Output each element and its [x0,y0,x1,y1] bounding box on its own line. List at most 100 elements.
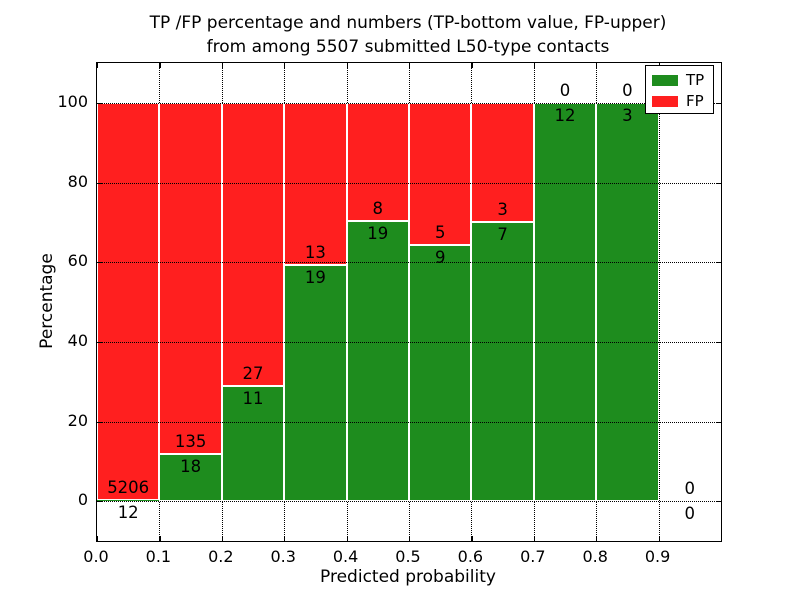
y-tick-mark-left [97,262,102,264]
y-tick-mark-right [716,262,721,264]
y-tick-mark-right [716,182,721,184]
y-tick-mark-left [97,421,102,423]
y-tick-mark-left [97,182,102,184]
gridline-horizontal [97,262,721,264]
x-tick-mark-top [471,63,473,68]
x-tick-mark-bottom [159,536,161,541]
y-tick-mark-right [716,102,721,105]
annotation-fp-count: 3 [497,200,508,220]
bar-fp [346,102,409,221]
bar-tp [221,385,285,502]
gridline-vertical [658,63,660,541]
annotation-fp-count: 8 [372,198,384,218]
y-tick-label: 60 [67,251,88,271]
tp-color-swatch [652,75,678,86]
gridline-horizontal [97,182,721,184]
x-tick-label: 0.2 [208,547,234,566]
x-tick-label: 0.5 [395,547,421,566]
x-tick-mark-top [97,63,99,68]
x-tick-mark-bottom [409,536,411,541]
bar-tp [471,222,534,502]
legend-item-fp: FP [652,92,713,111]
bar-tp [284,264,347,502]
gridline-horizontal [97,341,721,343]
x-tick-label: 0.9 [644,547,671,566]
annotation-fp-count: 0 [559,80,571,100]
x-tick-mark-bottom [97,536,99,541]
chart-title-line1: TP /FP percentage and numbers (TP-bottom… [149,13,667,33]
bar-fp [97,102,160,501]
gridline-horizontal [97,102,721,104]
annotation-tp-count: 9 [434,248,446,268]
y-tick-label: 20 [67,410,88,430]
y-tick-label: 80 [67,171,88,191]
annotation-fp-count: 5 [434,223,446,243]
x-tick-mark-top [596,63,598,68]
y-tick-label: 0 [77,490,88,510]
x-tick-mark-top [346,63,348,68]
x-tick-mark-bottom [284,536,286,541]
bar-fp [284,102,347,265]
annotation-fp-count: 5206 [107,478,150,498]
x-tick-mark-top [409,63,411,68]
gridline-horizontal [97,501,721,503]
y-tick-mark-left [97,501,102,503]
y-tick-mark-right [716,341,721,344]
annotation-tp-count: 7 [497,225,508,245]
y-tick-mark-left [97,341,102,344]
fp-color-swatch [652,96,678,107]
annotation-tp-count: 12 [554,105,576,125]
x-tick-mark-top [159,63,161,68]
annotation-fp-count: 27 [242,363,264,383]
annotation-fp-count: 135 [174,432,207,452]
x-tick-mark-bottom [221,536,224,541]
bar-tp [409,245,472,502]
annotation-tp-count: 18 [180,457,202,477]
x-tick-label: 0.8 [582,547,608,566]
legend-label-fp: FP [686,92,704,110]
x-tick-mark-bottom [596,536,598,541]
x-tick-label: 0.7 [520,547,546,566]
bar-tp [346,220,409,502]
x-axis-label: Predicted probability [320,567,496,587]
y-tick-mark-right [716,421,721,423]
legend: TP FP [645,65,714,114]
x-tick-label: 0.1 [145,547,172,566]
bar-fp [471,102,534,223]
bar-fp [159,102,222,455]
x-tick-mark-top [221,63,224,68]
annotation-tp-count: 19 [304,267,326,287]
gridline-horizontal [97,421,721,423]
annotation-fp-count: 0 [684,479,696,499]
x-tick-mark-bottom [533,536,536,541]
chart-title-line2: from among 5507 submitted L50-type conta… [206,37,610,57]
legend-item-tp: TP [652,71,713,90]
plot-area: 5206 12 135 18 27 11 13 19 8 19 5 9 3 7 0 12 0 3 0 0 [96,62,722,542]
y-tick-mark-left [97,102,102,105]
x-tick-mark-top [284,63,286,68]
bar-tp [533,102,597,502]
x-tick-label: 0.0 [83,547,109,566]
annotation-fp-count: 13 [304,242,326,262]
bar-fp [221,102,285,386]
x-tick-mark-bottom [471,536,473,541]
annotation-tp-count: 0 [684,504,696,524]
annotation-tp-count: 19 [367,223,389,243]
annotation-tp-count: 12 [117,503,139,523]
x-tick-mark-bottom [346,536,348,541]
x-tick-label: 0.6 [457,547,484,566]
y-tick-mark-right [716,501,721,503]
x-tick-label: 0.4 [332,547,359,566]
y-tick-label: 40 [67,330,88,350]
annotation-tp-count: 3 [622,105,633,125]
bar-tp [159,454,222,502]
chart-title: TP /FP percentage and numbers (TP-bottom… [96,11,720,59]
x-tick-mark-bottom [658,536,660,541]
annotation-fp-count: 0 [622,80,633,100]
bar-tp [97,500,160,502]
bar-tp [596,102,659,502]
x-tick-mark-top [533,63,536,68]
x-tick-label: 0.3 [270,547,296,566]
annotation-tp-count: 11 [242,388,264,408]
